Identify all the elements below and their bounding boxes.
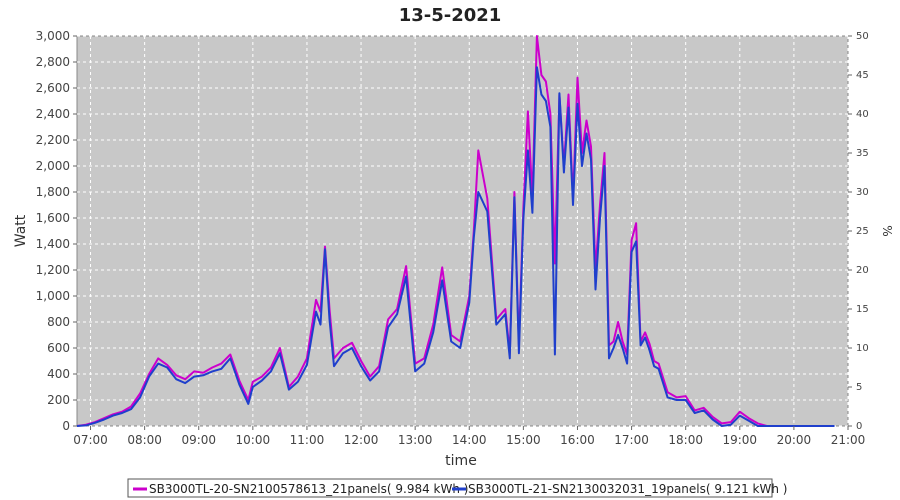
x-tick-label: 15:00 — [506, 433, 541, 447]
x-tick-label: 19:00 — [722, 433, 757, 447]
y-axis-ticks: 0 200 400 600 800 1,000 1,200 1,400 1,600 1,800 2,… — [36, 29, 77, 433]
y-tick-label: 2,600 — [36, 81, 70, 95]
y-right-tick-label: 0 — [856, 421, 862, 432]
x-tick-label: 21:00 — [831, 433, 866, 447]
y-tick-label: 3,000 — [36, 29, 70, 43]
legend-box — [127, 478, 773, 498]
x-tick-label: 16:00 — [560, 433, 595, 447]
legend-label-1: SB3000TL-20-SN2100578613_21panels( 9.984… — [149, 482, 468, 496]
y-axis-label: Watt — [13, 214, 29, 247]
x-tick-label: 12:00 — [344, 433, 379, 447]
x-axis-ticks: 07:00 08:00 09:00 10:00 11:00 12:00 13:00 14:00… — [73, 426, 865, 447]
y-axis-right-ticks: 0 5 10 15 20 25 30 35 40 45 50 — [848, 31, 869, 432]
series-line-2 — [76, 66, 835, 427]
x-tick-label: 08:00 — [127, 433, 162, 447]
x-tick-label: 07:00 — [73, 433, 108, 447]
y-tick-label: 1,000 — [36, 289, 70, 303]
y-right-tick-label: 15 — [856, 304, 869, 315]
y-tick-label: 1,600 — [36, 211, 70, 225]
x-axis-label: time — [445, 453, 477, 469]
y-tick-label: 200 — [47, 393, 70, 407]
y-tick-label: 800 — [47, 315, 70, 329]
x-tick-label: 14:00 — [452, 433, 487, 447]
y-tick-label: 2,000 — [36, 159, 70, 173]
y-tick-label: 600 — [47, 341, 70, 355]
y-tick-label: 2,800 — [36, 55, 70, 69]
y-right-tick-label: 30 — [856, 187, 869, 198]
y-tick-label: 1,800 — [36, 185, 70, 199]
y-axis-right-label: % — [880, 225, 894, 236]
grid — [77, 35, 849, 427]
y-right-tick-label: 25 — [856, 226, 869, 237]
legend-label-2: SB3000TL-21-SN2130032031_19panels( 9.121… — [468, 482, 787, 496]
x-tick-label: 10:00 — [236, 433, 271, 447]
series-lines — [76, 35, 835, 427]
x-tick-label: 18:00 — [668, 433, 703, 447]
x-tick-label: 11:00 — [290, 433, 325, 447]
chart-title: 13-5-2021 — [399, 5, 502, 26]
y-right-tick-label: 10 — [856, 343, 869, 354]
y-right-tick-label: 50 — [856, 31, 869, 42]
y-tick-label: 2,200 — [36, 133, 70, 147]
plot-area — [76, 35, 849, 427]
x-tick-label: 13:00 — [398, 433, 433, 447]
x-tick-label: 09:00 — [181, 433, 216, 447]
y-tick-label: 1,400 — [36, 237, 70, 251]
y-right-tick-label: 35 — [856, 148, 869, 159]
x-tick-label: 20:00 — [777, 433, 812, 447]
y-right-tick-label: 45 — [856, 70, 869, 81]
y-right-tick-label: 5 — [856, 382, 862, 393]
y-tick-label: 1,200 — [36, 263, 70, 277]
x-tick-label: 17:00 — [614, 433, 649, 447]
y-tick-label: 400 — [47, 367, 70, 381]
legend: SB3000TL-20-SN2100578613_21panels( 9.984… — [127, 478, 787, 498]
y-tick-label: 0 — [62, 419, 70, 433]
y-right-tick-label: 20 — [856, 265, 869, 276]
y-tick-label: 2,400 — [36, 107, 70, 121]
y-right-tick-label: 40 — [856, 109, 869, 120]
